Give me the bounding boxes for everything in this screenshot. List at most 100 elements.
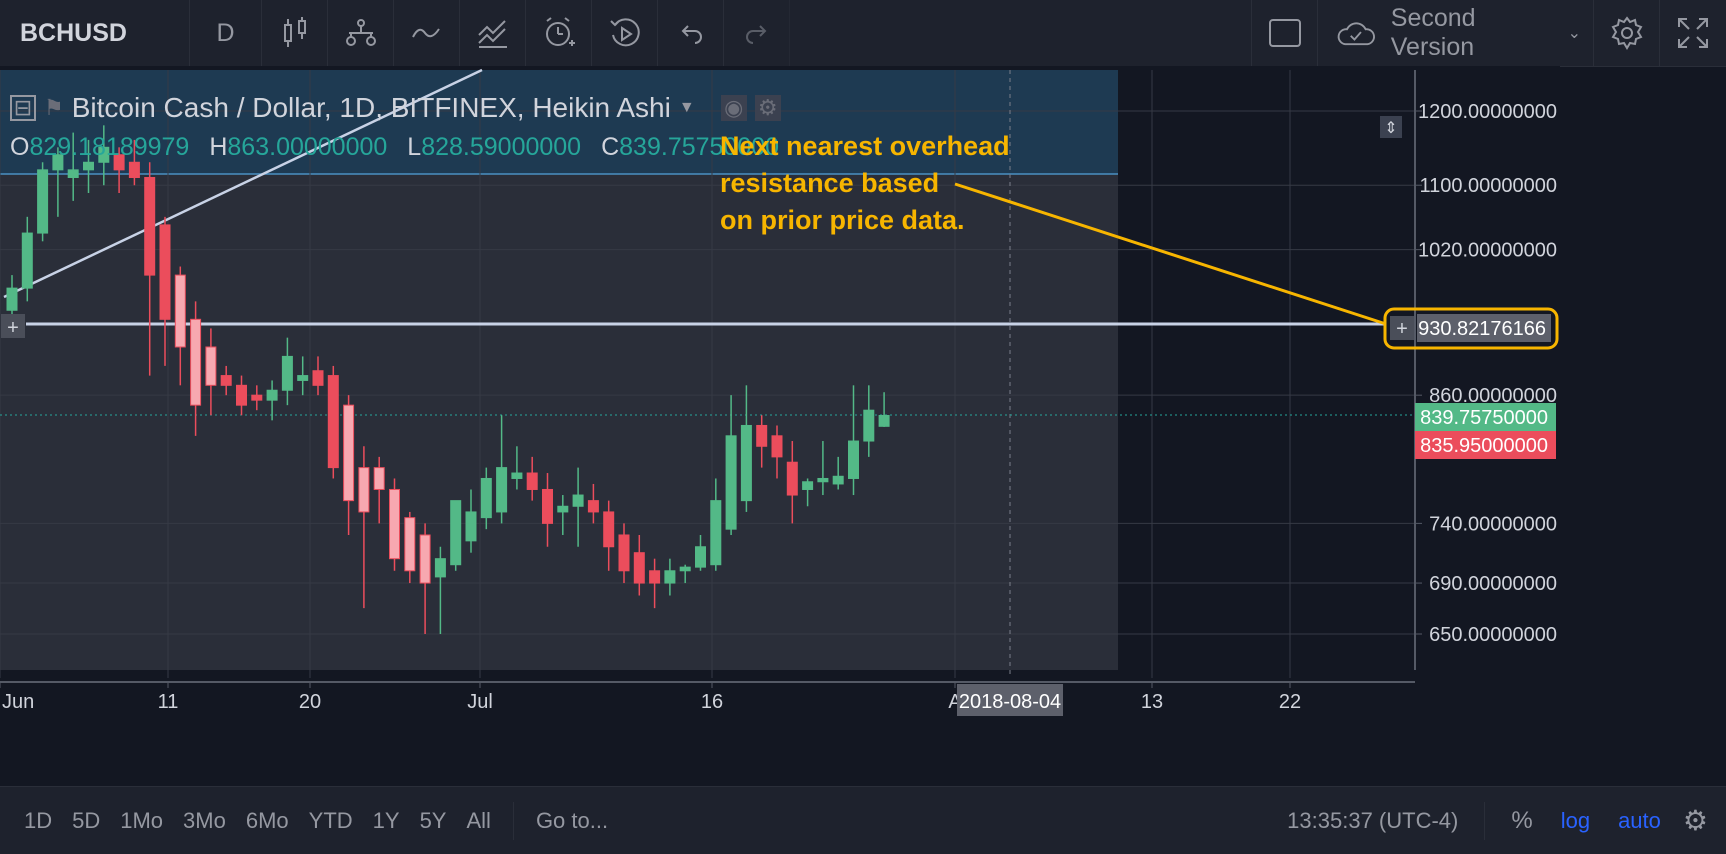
- flag-icon[interactable]: ⚑: [44, 95, 64, 120]
- candle-body[interactable]: [572, 494, 584, 507]
- compare-square-icon[interactable]: [1252, 0, 1318, 66]
- annotation-text[interactable]: Next nearest overhead resistance based o…: [720, 131, 1010, 235]
- candle-body[interactable]: [281, 355, 293, 391]
- eye-icon[interactable]: ◉: [720, 95, 747, 121]
- fullscreen-icon[interactable]: [1660, 0, 1726, 66]
- candle-body[interactable]: [817, 477, 829, 483]
- candle-body[interactable]: [190, 318, 202, 406]
- range-all-button[interactable]: All: [466, 807, 491, 833]
- redo-icon[interactable]: [724, 0, 790, 66]
- candle-body[interactable]: [679, 566, 691, 572]
- candle-body[interactable]: [863, 409, 875, 442]
- alert-icon[interactable]: [526, 0, 592, 66]
- gear-icon[interactable]: ⚙: [754, 95, 781, 121]
- candle-body[interactable]: [740, 424, 752, 502]
- candle-body[interactable]: [511, 472, 523, 479]
- candle-body[interactable]: [312, 370, 324, 386]
- range-1y-button[interactable]: 1Y: [372, 807, 400, 833]
- range-ytd-button[interactable]: YTD: [308, 807, 353, 833]
- add-alert-icon[interactable]: [1390, 316, 1414, 340]
- range-1d-button[interactable]: 1D: [24, 807, 53, 833]
- range-5d-button[interactable]: 5D: [72, 807, 101, 833]
- candle-body[interactable]: [587, 500, 599, 513]
- candle-body[interactable]: [710, 500, 722, 566]
- candle-body[interactable]: [37, 169, 49, 234]
- candle-body[interactable]: [664, 570, 676, 584]
- trend-line[interactable]: [3, 68, 483, 299]
- candle-body[interactable]: [358, 467, 370, 513]
- candle-body[interactable]: [327, 375, 339, 469]
- candle-body[interactable]: [496, 467, 508, 513]
- series-title[interactable]: Bitcoin Cash / Dollar, 1D, BITFINEX, Hei…: [71, 92, 671, 123]
- candle-body[interactable]: [67, 169, 79, 179]
- candle-body[interactable]: [159, 224, 171, 320]
- candle-body[interactable]: [419, 534, 431, 584]
- candle-body[interactable]: [878, 415, 890, 427]
- range-1mo-button[interactable]: 1Mo: [120, 807, 164, 833]
- price-axis[interactable]: 1200.00000000 1100.00000000 1020.00000000 8…: [1415, 101, 1557, 646]
- collapse-legend-icon[interactable]: ⊟: [10, 95, 36, 121]
- candle-body[interactable]: [174, 274, 186, 348]
- scale-toggle-icon[interactable]: [1380, 116, 1402, 138]
- range-6mo-button[interactable]: 6Mo: [245, 807, 289, 833]
- candle-body[interactable]: [83, 161, 94, 171]
- range-3mo-button[interactable]: 3Mo: [183, 807, 226, 833]
- candle-body[interactable]: [205, 346, 217, 386]
- candle-body[interactable]: [6, 287, 18, 311]
- candle-body[interactable]: [52, 154, 64, 171]
- candle-body[interactable]: [465, 511, 477, 542]
- chevron-down-icon[interactable]: ▼: [678, 99, 695, 116]
- candle-body[interactable]: [113, 154, 125, 171]
- replay-icon[interactable]: [592, 0, 658, 66]
- compare-line-icon[interactable]: [394, 0, 460, 66]
- gear-icon[interactable]: ⚙: [1682, 805, 1708, 836]
- candle-body[interactable]: [404, 517, 416, 572]
- candle-body[interactable]: [220, 375, 232, 386]
- candle-body[interactable]: [756, 424, 768, 447]
- candle-body[interactable]: [128, 161, 140, 179]
- add-line-icon[interactable]: [1, 314, 25, 338]
- candle-body[interactable]: [343, 404, 355, 502]
- candle-body[interactable]: [389, 488, 400, 560]
- candle-body[interactable]: [480, 477, 492, 519]
- series-legend[interactable]: ⊟ ⚑ Bitcoin Cash / Dollar, 1D, BITFINEX,…: [10, 88, 781, 128]
- candle-body[interactable]: [786, 461, 798, 496]
- candle-body[interactable]: [251, 394, 263, 401]
- candle-body[interactable]: [21, 232, 33, 289]
- price-chart[interactable]: 1200.00000000 1100.00000000 1020.00000000 8…: [0, 66, 1726, 786]
- candle-body[interactable]: [450, 500, 462, 566]
- goto-button[interactable]: Go to...: [535, 807, 609, 833]
- candle-body[interactable]: [848, 440, 859, 479]
- candle-body[interactable]: [832, 475, 844, 485]
- symbol-search-button[interactable]: BCHUSD: [0, 0, 190, 66]
- candle-body[interactable]: [542, 488, 553, 524]
- log-toggle[interactable]: log: [1560, 807, 1591, 833]
- interval-button[interactable]: D: [190, 0, 262, 66]
- undo-icon[interactable]: [658, 0, 724, 66]
- candle-body[interactable]: [649, 570, 661, 584]
- candle-body[interactable]: [526, 472, 538, 490]
- layout-selector[interactable]: Second Version ⌄: [1318, 0, 1594, 66]
- candle-body[interactable]: [633, 552, 645, 584]
- chart-area[interactable]: 1200.00000000 1100.00000000 1020.00000000 8…: [0, 66, 1726, 786]
- candle-body[interactable]: [618, 534, 630, 572]
- candle-body[interactable]: [373, 467, 385, 490]
- candle-body[interactable]: [603, 511, 615, 548]
- bar-style-icon[interactable]: [262, 0, 328, 66]
- clock[interactable]: 13:35:37 (UTC-4): [1287, 807, 1459, 833]
- candle-body[interactable]: [771, 435, 783, 458]
- indicators-icon[interactable]: [328, 0, 394, 66]
- candle-body[interactable]: [236, 384, 247, 406]
- candle-body[interactable]: [434, 558, 446, 578]
- auto-toggle[interactable]: auto: [1618, 807, 1661, 833]
- time-axis[interactable]: Jun 11 20 Jul 16 A 13 22: [0, 682, 1301, 713]
- candle-body[interactable]: [98, 146, 110, 163]
- candle-body[interactable]: [297, 375, 309, 381]
- candle-body[interactable]: [266, 389, 278, 401]
- candle-body[interactable]: [725, 435, 737, 530]
- candle-body[interactable]: [144, 177, 156, 276]
- candle-body[interactable]: [802, 481, 814, 490]
- settings-gear-icon[interactable]: [1594, 0, 1660, 66]
- candle-body[interactable]: [557, 505, 569, 513]
- templates-icon[interactable]: [460, 0, 526, 66]
